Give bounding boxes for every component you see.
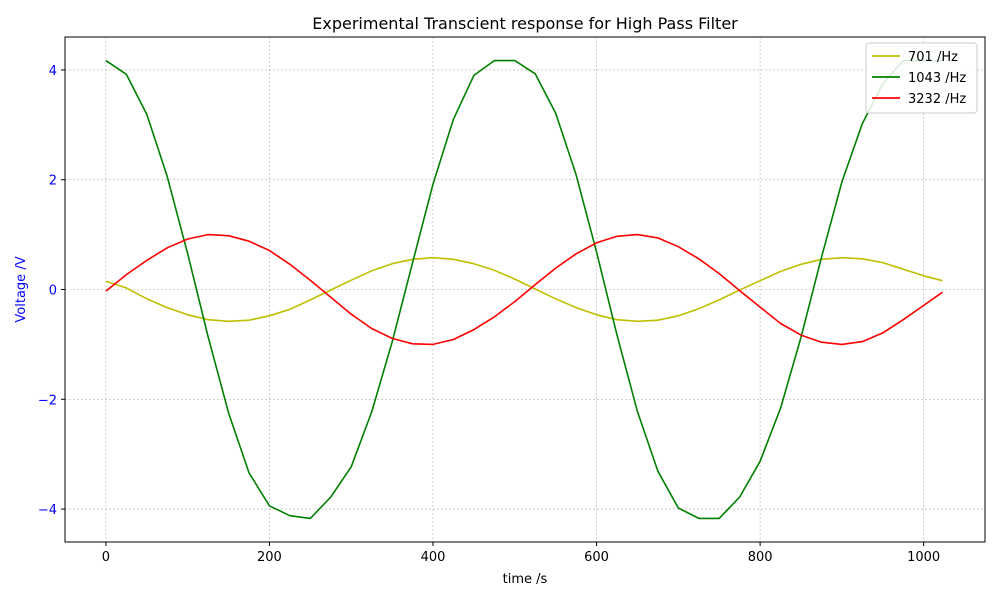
chart-title: Experimental Transcient response for Hig… (312, 14, 738, 33)
legend-label: 3232 /Hz (908, 92, 966, 107)
x-axis-title: time /s (503, 572, 548, 587)
y-tick-label: 0 (49, 284, 57, 299)
x-axis: 0 200 400 600 800 1000 (102, 542, 940, 565)
x-tick-label: 800 (748, 550, 773, 565)
legend-label: 1043 /Hz (908, 71, 966, 86)
y-tick-label: 4 (49, 64, 57, 79)
x-tick-label: 400 (421, 550, 446, 565)
legend: 701 /Hz 1043 /Hz 3232 /Hz (865, 42, 978, 114)
x-tick-label: 1000 (907, 550, 940, 565)
y-tick-label: 2 (49, 174, 57, 189)
y-tick-label: −4 (38, 503, 57, 518)
grid-layer (65, 37, 985, 542)
series-line (105, 256, 943, 323)
x-tick-label: 600 (584, 550, 609, 565)
legend-label: 701 /Hz (908, 50, 958, 65)
legend-box (865, 42, 978, 114)
x-tick-label: 200 (257, 550, 282, 565)
x-tick-label: 0 (102, 550, 110, 565)
series-line (105, 233, 943, 346)
series-layer (105, 59, 943, 520)
y-tick-label: −2 (38, 393, 57, 408)
y-axis-title: Voltage /V (14, 256, 29, 322)
y-axis: −4 −2 0 2 4 (38, 64, 65, 518)
series-line (105, 59, 943, 520)
